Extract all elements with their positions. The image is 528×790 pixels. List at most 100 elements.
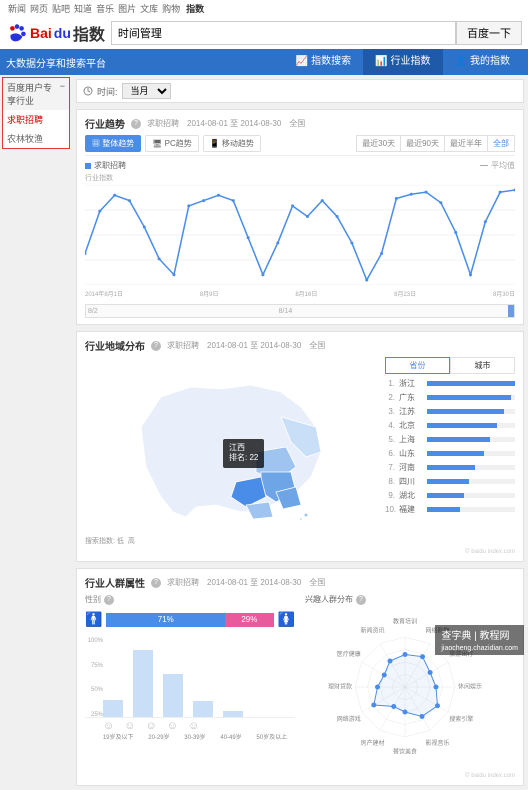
range-button[interactable]: 最近30天 — [356, 135, 401, 152]
help-icon[interactable]: ? — [104, 595, 114, 605]
svg-text:理财贷款: 理财贷款 — [328, 683, 352, 691]
watermark: 查字典 | 教程网 jiaocheng.chazidian.com — [435, 625, 524, 655]
svg-text:休闲娱乐: 休闲娱乐 — [458, 683, 482, 691]
rank-row: 2.广东 — [385, 392, 515, 403]
sidebar: 百度用户专享行业− 求职招聘农林牧渔 — [0, 75, 72, 790]
time-toolbar: 时间: 当月 — [76, 79, 524, 103]
svg-text:餐饮美食: 餐饮美食 — [393, 748, 417, 756]
rank-row: 4.北京 — [385, 420, 515, 431]
age-bar — [163, 674, 183, 717]
rank-row: 8.四川 — [385, 476, 515, 487]
svg-text:医疗健康: 医疗健康 — [337, 650, 361, 658]
trend-panel: 行业趋势 ? 求职招聘 2014-08-01 至 2014-08-30 全国 ▦… — [76, 109, 524, 325]
top-nav-link[interactable]: 新闻 — [8, 4, 26, 14]
person-head-icon: ☺ — [167, 720, 178, 732]
sidebar-heading: 百度用户专享行业− — [3, 78, 69, 110]
main-nav-tab[interactable]: 📊行业指数 — [363, 49, 442, 75]
top-nav-link[interactable]: 购物 — [162, 4, 180, 14]
rank-row: 1.浙江 — [385, 378, 515, 389]
demo-title: 行业人群属性 — [85, 575, 145, 590]
rank-row: 7.河南 — [385, 462, 515, 473]
range-button[interactable]: 全部 — [487, 135, 515, 152]
top-nav-link[interactable]: 音乐 — [96, 4, 114, 14]
baidu-paw-icon — [6, 22, 28, 44]
person-head-icon: ☺ — [145, 720, 156, 732]
logo: Baidu 指数 — [6, 21, 105, 45]
trend-subtab[interactable]: 📱 移动趋势 — [203, 135, 261, 152]
demo-panel: 行业人群属性 ? 求职招聘 2014-08-01 至 2014-08-30 全国… — [76, 568, 524, 786]
help-icon[interactable]: ? — [356, 595, 366, 605]
gender-bar: 🚹 71% 29% 🚺 — [85, 611, 295, 628]
help-icon[interactable]: ? — [151, 578, 161, 588]
male-pct: 71% — [106, 613, 225, 627]
rank-row: 3.江苏 — [385, 406, 515, 417]
range-button[interactable]: 最近90天 — [400, 135, 445, 152]
rank-row: 10.福建 — [385, 504, 515, 515]
male-icon: 🚹 — [85, 611, 102, 628]
top-nav-link[interactable]: 贴吧 — [52, 4, 70, 14]
rank-row: 6.山东 — [385, 448, 515, 459]
svg-text:房产建材: 房产建材 — [360, 739, 384, 747]
collapse-icon[interactable]: − — [60, 81, 65, 107]
range-button[interactable]: 最近半年 — [444, 135, 488, 152]
region-title: 行业地域分布 — [85, 338, 145, 353]
age-chart — [85, 638, 295, 718]
age-bar — [133, 650, 153, 717]
trend-subtabs: ▦ 整体趋势🖥 PC趋势📱 移动趋势 最近30天最近90天最近半年全部 — [85, 135, 515, 156]
rank-row: 9.湖北 — [385, 490, 515, 501]
sidebar-item[interactable]: 求职招聘 — [3, 110, 69, 129]
map-tooltip: 江西排名: 22 — [223, 439, 264, 468]
main-nav-tab[interactable]: 👤我的指数 — [443, 49, 522, 75]
tagline: 大数据分享和搜索平台 — [6, 55, 106, 70]
main-nav-tab[interactable]: 📈指数搜索 — [284, 49, 363, 75]
female-pct: 29% — [225, 613, 273, 627]
range-buttons: 最近30天最近90天最近半年全部 — [357, 135, 515, 152]
rank-tab-province[interactable]: 省份 — [385, 357, 450, 374]
search-button[interactable]: 百度一下 — [456, 21, 522, 45]
logo-text: 指数 — [73, 21, 105, 45]
svg-text:影视音乐: 影视音乐 — [425, 739, 449, 747]
china-map[interactable]: 江西排名: 22 搜索指数: 低 高 — [85, 357, 377, 546]
sidebar-item[interactable]: 农林牧渔 — [3, 129, 69, 148]
top-nav-link[interactable]: 图片 — [118, 4, 136, 14]
trend-subtab[interactable]: ▦ 整体趋势 — [85, 135, 141, 152]
help-icon[interactable]: ? — [131, 119, 141, 129]
person-head-icon: ☺ — [124, 720, 135, 732]
trend-subtab[interactable]: 🖥 PC趋势 — [145, 135, 199, 152]
trend-info: 求职招聘 2014-08-01 至 2014-08-30 全国 — [147, 118, 305, 129]
scrub-handle[interactable] — [508, 305, 514, 317]
svg-text:新闻资讯: 新闻资讯 — [360, 626, 384, 634]
help-icon[interactable]: ? — [151, 341, 161, 351]
sidebar-box: 百度用户专享行业− 求职招聘农林牧渔 — [2, 77, 70, 149]
age-bar — [103, 700, 123, 717]
rank-list: 省份 城市 1.浙江2.广东3.江苏4.北京5.上海6.山东7.河南8.四川9.… — [385, 357, 515, 546]
top-nav-active[interactable]: 指数 — [186, 2, 204, 15]
trend-chart: 行业指数 2014年8月1日8月9日8月16日8月23日8月30日 8/28/1… — [85, 173, 515, 318]
rank-tabs: 省份 城市 — [385, 357, 515, 374]
top-nav: 新闻网页贴吧知道音乐图片文库购物 指数 — [0, 0, 528, 17]
female-icon: 🚺 — [278, 611, 295, 628]
svg-text:教育培训: 教育培训 — [393, 618, 417, 626]
time-select[interactable]: 当月 — [122, 83, 171, 99]
search-input[interactable] — [111, 21, 456, 45]
header: Baidu 指数 百度一下 — [0, 17, 528, 49]
svg-text:网络游戏: 网络游戏 — [337, 715, 361, 723]
age-bar — [223, 711, 243, 717]
search-box: 百度一下 — [111, 21, 522, 45]
age-bar — [193, 701, 213, 717]
rank-tab-city[interactable]: 城市 — [450, 357, 515, 374]
clock-icon — [83, 86, 93, 96]
scrub-bar[interactable]: 8/28/14 — [85, 304, 515, 318]
trend-title: 行业趋势 — [85, 116, 125, 131]
top-nav-link[interactable]: 文库 — [140, 4, 158, 14]
age-labels: 19岁及以下20-29岁30-39岁40-49岁50岁及以上 — [85, 732, 295, 741]
region-panel: 行业地域分布 ? 求职招聘 2014-08-01 至 2014-08-30 全国… — [76, 331, 524, 562]
top-nav-link[interactable]: 网页 — [30, 4, 48, 14]
person-head-icon: ☺ — [188, 720, 199, 732]
age-icons: ☺ ☺ ☺ ☺ ☺ — [85, 718, 295, 732]
top-nav-link[interactable]: 知道 — [74, 4, 92, 14]
person-head-icon: ☺ — [103, 720, 114, 732]
main-nav: 大数据分享和搜索平台 📈指数搜索📊行业指数👤我的指数 — [0, 49, 528, 75]
legend-color-icon — [85, 163, 91, 169]
scale-legend: 搜索指数: 低 高 — [85, 536, 377, 546]
